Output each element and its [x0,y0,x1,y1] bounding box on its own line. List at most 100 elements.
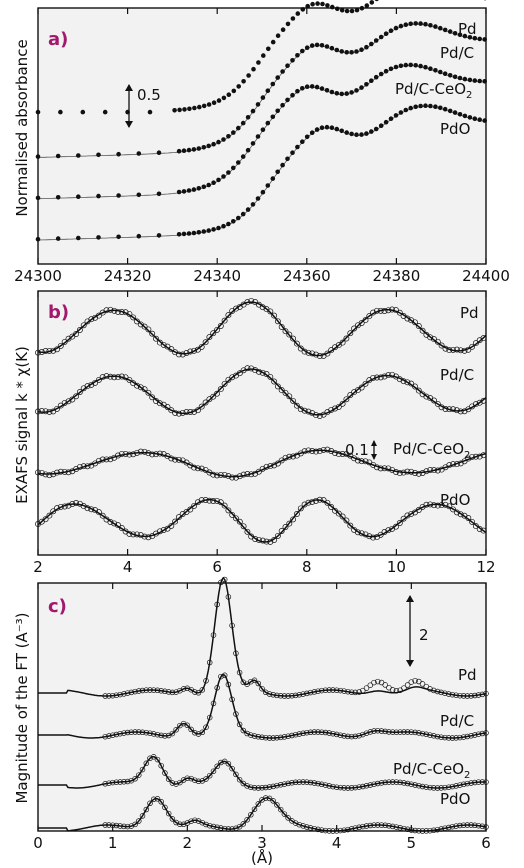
data-point-pd-c-ceo2 [225,760,232,767]
data-point-pd [434,338,441,345]
x-tick-label: 24400 [462,267,510,285]
data-point-pdo [236,823,243,830]
data-point-pd [457,347,464,354]
data-point-pd-c [248,732,254,738]
plot-area-a [37,7,487,265]
data-point-pdo [180,821,187,828]
data-point-pd [187,348,194,355]
data-point-pdo [434,502,441,509]
data-point-pd-c [250,108,256,114]
data-point-pdo [383,119,389,125]
data-point-pd-c-ceo2 [196,186,202,191]
data-point-pd-c-ceo2 [438,69,443,75]
data-point-pd-c-ceo2 [244,783,250,789]
data-point-pd-c-ceo2 [210,768,217,774]
data-point-pd [356,689,362,695]
data-point-pd-c [248,365,255,372]
series-label-a-pdo: PdO [440,120,470,138]
data-point-pd-c [175,410,182,417]
data-point-pdo [290,150,295,155]
data-point-pdo [415,507,422,513]
data-point-pd [132,688,138,695]
data-point-pdo [250,202,256,207]
data-point-pdo [130,531,137,538]
y-axis-label-c: Magnitude of the FT (A⁻³) [13,612,31,803]
x-tick-label: 8 [302,558,312,576]
data-point-pd-c-ceo2 [468,780,474,786]
data-point-pd-c [282,389,289,396]
data-point-pd-c [106,733,112,739]
data-point-pd [374,0,379,2]
data-point-pd-c [401,729,407,735]
data-point-pdo [229,511,236,518]
data-point-pd-c-ceo2 [195,778,202,785]
data-point-pdo [442,501,449,508]
data-point-pd-c [173,727,179,733]
data-point-pdo [341,827,347,833]
data-point-pdo [408,510,415,517]
data-point-pd [251,677,258,684]
data-point-pdo [364,131,369,136]
data-point-pdo [442,825,448,831]
data-point-pd-c [76,389,83,395]
data-point-pdo [423,828,430,834]
data-point-pd-c [169,730,176,737]
data-point-pd [363,685,370,691]
data-point-pd-c [297,406,304,413]
data-point-pd-c-ceo2 [386,779,392,785]
data-point-pdo [377,531,384,538]
data-point-pd-c [442,734,448,741]
data-point-pd-c [278,387,285,394]
data-point-pd [58,109,63,115]
data-point-pd-c [92,379,99,386]
data-point-pd-c [408,729,415,735]
data-point-pd [149,330,156,337]
data-point-pd-c [244,365,251,372]
data-point-pdo [381,529,388,535]
data-point-pdo [282,524,289,530]
data-point-pd-c [88,381,95,388]
data-point-pd-c-ceo2 [149,451,156,458]
data-point-pd-c [136,151,142,156]
data-point-pd [206,334,213,341]
data-point-pdo [363,823,370,829]
data-point-pd-c [378,34,384,40]
data-point-pdo [115,522,121,529]
data-point-pd-c [186,147,192,153]
data-point-pdo [339,513,346,520]
data-point-pd-c [452,31,458,36]
data-point-pd-c-ceo2 [240,780,247,787]
data-point-pd [35,109,41,115]
data-point-pdo [324,499,331,506]
data-point-pd-c [255,734,262,740]
x-tick-label: 0 [33,834,43,852]
data-point-pd [404,315,411,322]
data-point-pd-c [192,730,198,736]
data-point-pd [472,692,478,699]
data-point-pd-c-ceo2 [57,468,64,475]
data-point-pdo [236,215,241,221]
data-point-pd-c [154,731,161,738]
data-point-pd-c [139,729,146,736]
data-point-pd-c-ceo2 [109,779,116,786]
data-point-pd-c-ceo2 [218,759,224,766]
data-point-pd-c-ceo2 [348,785,355,791]
data-point-pd-c-ceo2 [160,451,167,458]
data-point-pd-c-ceo2 [229,765,235,772]
data-point-pd-c [236,125,241,131]
data-point-pd [248,297,255,304]
data-point-pdo [203,821,209,828]
data-point-pd-c [84,383,91,390]
data-point-pd-c-ceo2 [469,453,476,460]
data-point-pdo [76,235,81,241]
data-point-pd-c [176,148,182,154]
data-point-pd-c [271,378,278,385]
data-point-pdo [329,125,335,130]
x-tick-label: 24360 [283,267,331,285]
data-point-pd-c [206,714,213,721]
scale-bar-c [406,595,414,667]
data-point-pd [266,691,273,697]
data-point-pd-c [360,731,366,738]
data-point-pd-c-ceo2 [378,71,384,77]
